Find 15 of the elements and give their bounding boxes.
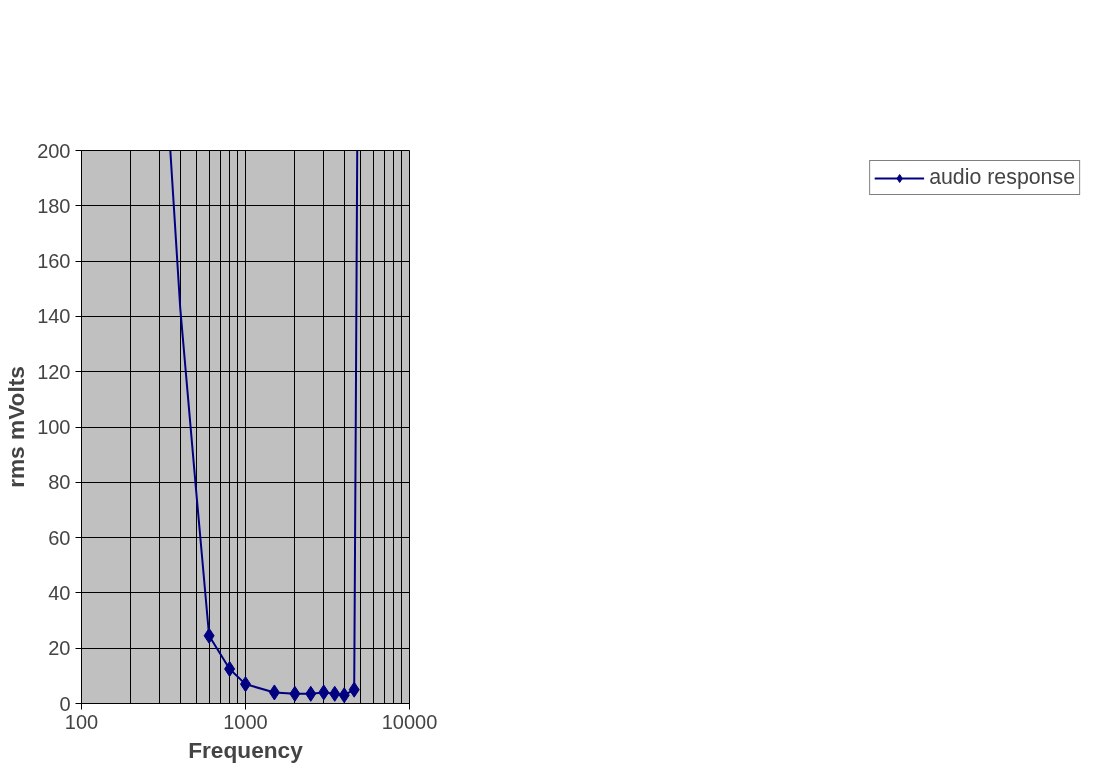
y-tick-label: 140 [37,305,71,328]
y-axis-title: rms mVolts [3,366,30,488]
y-tick-label: 60 [48,526,71,549]
y-tick-label: 40 [48,581,71,604]
y-tick-label: 180 [37,194,71,217]
y-tick-label: 160 [37,250,71,273]
y-tick-label: 200 [37,139,71,162]
y-tick-label: 100 [37,416,71,438]
legend-label: audio response [929,165,1075,190]
y-tick-label: 80 [48,471,71,494]
y-tick-label: 20 [48,637,71,660]
x-tick-label: 10000 [381,710,438,733]
y-tick-label: 120 [37,360,71,383]
x-axis-title: Frequency [188,736,304,763]
x-tick-label: 1000 [223,710,268,733]
